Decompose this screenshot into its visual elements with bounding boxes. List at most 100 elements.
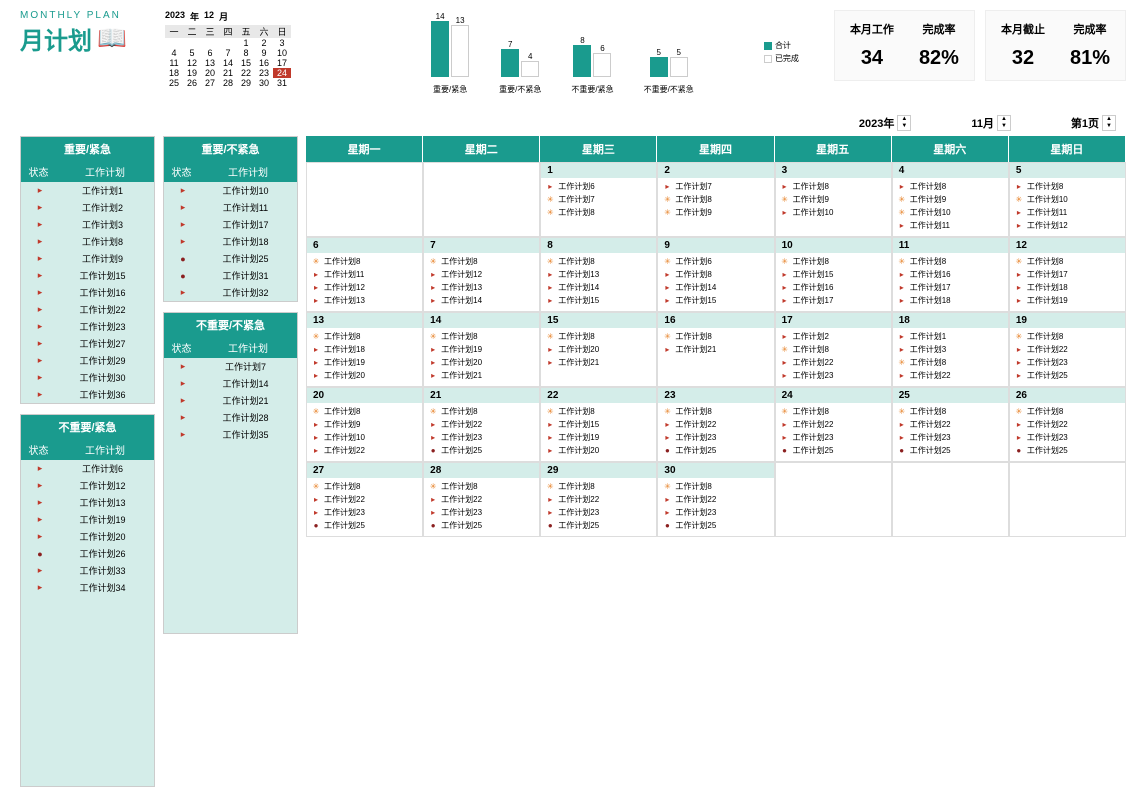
calendar-task[interactable]: ✳ 工作计划10 bbox=[1012, 193, 1123, 206]
calendar-task[interactable]: ✳ 工作计划8 bbox=[1012, 330, 1123, 343]
quadrant-item[interactable]: ▸ 工作计划30 bbox=[21, 369, 154, 386]
calendar-task[interactable]: ✳ 工作计划8 bbox=[543, 206, 654, 219]
calendar-cell[interactable]: 22 ✳ 工作计划8 ▸ 工作计划15 ▸ 工作计划19 ▸ 工作计划20 bbox=[540, 387, 657, 462]
calendar-cell[interactable]: 25 ✳ 工作计划8 ▸ 工作计划22 ▸ 工作计划23 ● 工作计划25 bbox=[892, 387, 1009, 462]
calendar-task[interactable]: ● 工作计划25 bbox=[895, 444, 1006, 457]
calendar-cell[interactable] bbox=[775, 462, 892, 537]
calendar-task[interactable]: ▸ 工作计划22 bbox=[660, 493, 771, 506]
calendar-cell[interactable]: 5 ▸ 工作计划8 ✳ 工作计划10 ▸ 工作计划11 ▸ 工作计划12 bbox=[1009, 162, 1126, 237]
calendar-task[interactable]: ▸ 工作计划1 bbox=[895, 330, 1006, 343]
quadrant-item[interactable]: ▸ 工作计划33 bbox=[21, 562, 154, 579]
page-control[interactable]: 第1页 ▲▼ bbox=[1071, 115, 1116, 131]
quadrant-item[interactable]: ▸ 工作计划17 bbox=[164, 216, 297, 233]
calendar-task[interactable]: ▸ 工作计划19 bbox=[543, 431, 654, 444]
quadrant-item[interactable]: ▸ 工作计划6 bbox=[21, 460, 154, 477]
calendar-task[interactable]: ▸ 工作计划22 bbox=[895, 369, 1006, 382]
calendar-task[interactable]: ▸ 工作计划21 bbox=[543, 356, 654, 369]
calendar-task[interactable]: ✳ 工作计划8 bbox=[426, 330, 537, 343]
calendar-cell[interactable]: 3 ▸ 工作计划8 ✳ 工作计划9 ▸ 工作计划10 bbox=[775, 162, 892, 237]
calendar-cell[interactable]: 14 ✳ 工作计划8 ▸ 工作计划19 ▸ 工作计划20 ▸ 工作计划21 bbox=[423, 312, 540, 387]
calendar-task[interactable]: ▸ 工作计划11 bbox=[1012, 206, 1123, 219]
calendar-task[interactable]: ✳ 工作计划8 bbox=[309, 255, 420, 268]
calendar-task[interactable]: ✳ 工作计划8 bbox=[1012, 405, 1123, 418]
quadrant-item[interactable]: ▸ 工作计划16 bbox=[21, 284, 154, 301]
calendar-task[interactable]: ✳ 工作计划8 bbox=[426, 480, 537, 493]
calendar-task[interactable]: ✳ 工作计划9 bbox=[778, 193, 889, 206]
calendar-task[interactable]: ▸ 工作计划23 bbox=[660, 506, 771, 519]
calendar-task[interactable]: ▸ 工作计划18 bbox=[895, 294, 1006, 307]
calendar-task[interactable]: ▸ 工作计划22 bbox=[426, 418, 537, 431]
calendar-task[interactable]: ● 工作计划25 bbox=[778, 444, 889, 457]
quadrant-item[interactable]: ▸ 工作计划22 bbox=[21, 301, 154, 318]
calendar-task[interactable]: ● 工作计划25 bbox=[660, 444, 771, 457]
calendar-task[interactable]: ▸ 工作计划13 bbox=[426, 281, 537, 294]
quadrant-item[interactable]: ▸ 工作计划36 bbox=[21, 386, 154, 403]
calendar-task[interactable]: ● 工作计划25 bbox=[660, 519, 771, 532]
calendar-task[interactable]: ● 工作计划25 bbox=[426, 444, 537, 457]
calendar-task[interactable]: ✳ 工作计划8 bbox=[309, 405, 420, 418]
calendar-task[interactable]: ▸ 工作计划22 bbox=[778, 356, 889, 369]
calendar-task[interactable]: ▸ 工作计划22 bbox=[309, 493, 420, 506]
calendar-task[interactable]: ▸ 工作计划14 bbox=[426, 294, 537, 307]
calendar-task[interactable]: ▸ 工作计划14 bbox=[660, 281, 771, 294]
calendar-task[interactable]: ✳ 工作计划8 bbox=[660, 405, 771, 418]
calendar-task[interactable]: ● 工作计划25 bbox=[309, 519, 420, 532]
calendar-cell[interactable]: 21 ✳ 工作计划8 ▸ 工作计划22 ▸ 工作计划23 ● 工作计划25 bbox=[423, 387, 540, 462]
calendar-task[interactable]: ▸ 工作计划22 bbox=[309, 444, 420, 457]
calendar-task[interactable]: ▸ 工作计划23 bbox=[660, 431, 771, 444]
quadrant-item[interactable]: ● 工作计划31 bbox=[164, 267, 297, 284]
calendar-cell[interactable]: 26 ✳ 工作计划8 ▸ 工作计划22 ▸ 工作计划23 ● 工作计划25 bbox=[1009, 387, 1126, 462]
calendar-task[interactable]: ▸ 工作计划19 bbox=[1012, 294, 1123, 307]
calendar-task[interactable]: ✳ 工作计划6 bbox=[660, 255, 771, 268]
calendar-task[interactable]: ✳ 工作计划8 bbox=[895, 356, 1006, 369]
calendar-task[interactable]: ▸ 工作计划8 bbox=[1012, 180, 1123, 193]
quadrant-item[interactable]: ▸ 工作计划13 bbox=[21, 494, 154, 511]
calendar-task[interactable]: ✳ 工作计划8 bbox=[660, 193, 771, 206]
calendar-cell[interactable]: 28 ✳ 工作计划8 ▸ 工作计划22 ▸ 工作计划23 ● 工作计划25 bbox=[423, 462, 540, 537]
quadrant-item[interactable]: ▸ 工作计划15 bbox=[21, 267, 154, 284]
calendar-cell[interactable]: 30 ✳ 工作计划8 ▸ 工作计划22 ▸ 工作计划23 ● 工作计划25 bbox=[657, 462, 774, 537]
calendar-task[interactable]: ▸ 工作计划23 bbox=[895, 431, 1006, 444]
calendar-task[interactable]: ✳ 工作计划8 bbox=[543, 255, 654, 268]
calendar-task[interactable]: ▸ 工作计划7 bbox=[660, 180, 771, 193]
calendar-task[interactable]: ▸ 工作计划17 bbox=[778, 294, 889, 307]
calendar-task[interactable]: ✳ 工作计划8 bbox=[426, 255, 537, 268]
page-spinner[interactable]: ▲▼ bbox=[1102, 115, 1116, 131]
calendar-cell[interactable]: 11 ✳ 工作计划8 ▸ 工作计划16 ▸ 工作计划17 ▸ 工作计划18 bbox=[892, 237, 1009, 312]
calendar-task[interactable]: ▸ 工作计划21 bbox=[660, 343, 771, 356]
calendar-cell[interactable] bbox=[1009, 462, 1126, 537]
quadrant-item[interactable]: ▸ 工作计划1 bbox=[21, 182, 154, 199]
calendar-task[interactable]: ▸ 工作计划20 bbox=[543, 444, 654, 457]
calendar-cell[interactable]: 27 ✳ 工作计划8 ▸ 工作计划22 ▸ 工作计划23 ● 工作计划25 bbox=[306, 462, 423, 537]
calendar-task[interactable]: ▸ 工作计划19 bbox=[426, 343, 537, 356]
month-control[interactable]: 11月 ▲▼ bbox=[971, 115, 1011, 131]
calendar-task[interactable]: ▸ 工作计划23 bbox=[543, 506, 654, 519]
calendar-task[interactable]: ▸ 工作计划11 bbox=[895, 219, 1006, 232]
calendar-cell[interactable] bbox=[423, 162, 540, 237]
calendar-task[interactable]: ▸ 工作计划15 bbox=[543, 418, 654, 431]
quadrant-item[interactable]: ▸ 工作计划3 bbox=[21, 216, 154, 233]
calendar-task[interactable]: ✳ 工作计划8 bbox=[660, 480, 771, 493]
quadrant-item[interactable]: ▸ 工作计划34 bbox=[21, 579, 154, 596]
calendar-task[interactable]: ▸ 工作计划25 bbox=[1012, 369, 1123, 382]
calendar-task[interactable]: ▸ 工作计划8 bbox=[895, 180, 1006, 193]
calendar-task[interactable]: ▸ 工作计划18 bbox=[309, 343, 420, 356]
year-control[interactable]: 2023年 ▲▼ bbox=[859, 115, 911, 131]
calendar-cell[interactable] bbox=[306, 162, 423, 237]
calendar-task[interactable]: ▸ 工作计划16 bbox=[778, 281, 889, 294]
calendar-task[interactable]: ▸ 工作计划15 bbox=[778, 268, 889, 281]
calendar-task[interactable]: ▸ 工作计划13 bbox=[543, 268, 654, 281]
quadrant-item[interactable]: ▸ 工作计划23 bbox=[21, 318, 154, 335]
calendar-task[interactable]: ▸ 工作计划10 bbox=[778, 206, 889, 219]
calendar-task[interactable]: ▸ 工作计划15 bbox=[660, 294, 771, 307]
calendar-task[interactable]: ✳ 工作计划8 bbox=[543, 480, 654, 493]
calendar-cell[interactable]: 20 ✳ 工作计划8 ▸ 工作计划9 ▸ 工作计划10 ▸ 工作计划22 bbox=[306, 387, 423, 462]
quadrant-item[interactable]: ▸ 工作计划29 bbox=[21, 352, 154, 369]
calendar-task[interactable]: ▸ 工作计划10 bbox=[309, 431, 420, 444]
calendar-task[interactable]: ✳ 工作计划8 bbox=[895, 255, 1006, 268]
calendar-task[interactable]: ✳ 工作计划8 bbox=[543, 405, 654, 418]
quadrant-item[interactable]: ▸ 工作计划32 bbox=[164, 284, 297, 301]
calendar-task[interactable]: ● 工作计划25 bbox=[426, 519, 537, 532]
quadrant-item[interactable]: ▸ 工作计划12 bbox=[21, 477, 154, 494]
calendar-task[interactable]: ✳ 工作计划9 bbox=[895, 193, 1006, 206]
